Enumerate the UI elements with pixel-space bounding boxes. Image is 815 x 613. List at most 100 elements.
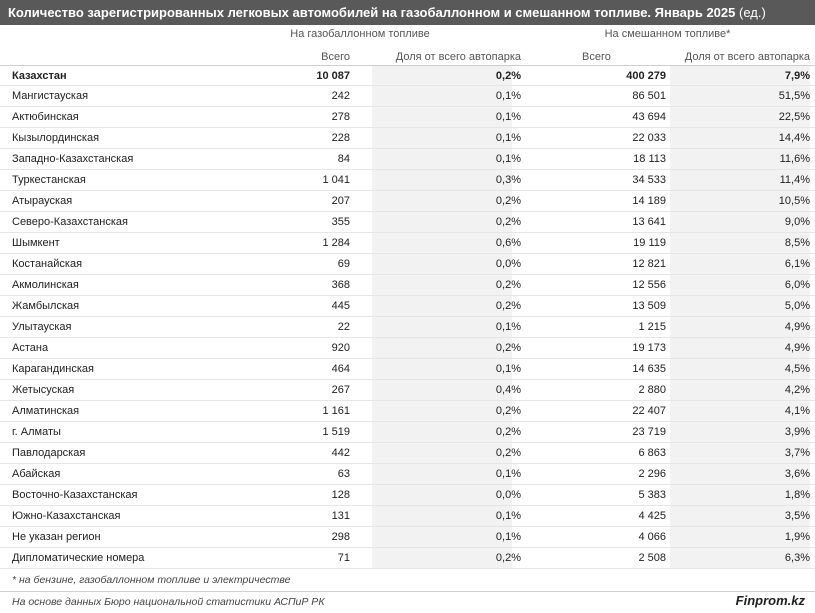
cell-mixed-share: 1,9% [784,531,810,543]
cell-gas-share: 0,2% [495,300,521,312]
table-row: Атырауская 207 0,2% 14 189 10,5% [0,191,815,212]
cell-mixed-total: 6 863 [638,447,666,459]
cell-mixed-total: 2 880 [638,384,666,396]
cell-region-name: Шымкент [12,237,60,249]
table-row: Шымкент 1 284 0,6% 19 119 8,5% [0,233,815,254]
cell-mixed-share: 4,9% [784,321,810,333]
cell-mixed-total: 5 383 [638,489,666,501]
cell-region-name: Костанайская [12,258,83,270]
cell-mixed-total: 13 509 [632,300,666,312]
cell-gas-share: 0,4% [495,384,521,396]
cell-region-name: Не указан регион [12,531,101,543]
cell-region-name: Дипломатические номера [12,552,145,564]
cell-mixed-total: 14 635 [632,363,666,375]
cell-gas-share: 0,1% [495,510,521,522]
cell-gas-share: 0,2% [495,405,521,417]
cell-region-name: г. Алматы [12,426,61,438]
cell-mixed-total: 4 425 [638,510,666,522]
cell-mixed-share: 14,4% [778,132,810,144]
cell-gas-share: 0,1% [495,531,521,543]
cell-gas-total: 267 [331,384,350,396]
cell-mixed-share: 11,4% [779,174,810,186]
source-note: На основе данных Бюро национальной стати… [12,596,325,608]
table-row-total: Казахстан 10 087 0,2% 400 279 7,9% [0,65,815,86]
cell-region-name: Абайская [12,468,61,480]
table-row: Актюбинская 278 0,1% 43 694 22,5% [0,107,815,128]
cell-mixed-share: 4,5% [784,363,810,375]
cell-mixed-total: 22 407 [632,405,666,417]
cell-gas-total: 1 284 [322,237,350,249]
cell-gas-total: 242 [331,90,350,102]
cell-region-name: Северо-Казахстанская [12,216,128,228]
cell-gas-total: 278 [331,111,350,123]
cell-gas-total: 1 041 [322,174,350,186]
cell-gas-total: 63 [337,468,350,480]
cell-mixed-total: 12 821 [632,258,666,270]
cell-mixed-share: 4,2% [784,384,810,396]
cell-mixed-total: 86 501 [632,90,666,102]
cell-mixed-share: 4,9% [784,342,810,354]
cell-mixed-share: 9,0% [784,216,810,228]
cell-region-name: Южно-Казахстанская [12,510,121,522]
cell-region-name: Жетысуская [12,384,75,396]
cell-mixed-total: 34 533 [632,174,666,186]
cell-mixed-total: 43 694 [632,111,666,123]
cell-mixed-total: 23 719 [632,426,666,438]
table-row: Алматинская 1 161 0,2% 22 407 4,1% [0,401,815,422]
column-header-gas-share: Доля от всего автопарка [395,51,521,63]
cell-mixed-share: 22,5% [778,111,810,123]
table-row: Карагандинская 464 0,1% 14 635 4,5% [0,359,815,380]
cell-gas-share: 0,1% [495,90,521,102]
cell-region-name: Атырауская [12,195,73,207]
cell-gas-total: 1 519 [322,426,350,438]
cell-mixed-share: 6,3% [784,552,810,564]
table-row: Костанайская 69 0,0% 12 821 6,1% [0,254,815,275]
cell-gas-total: 445 [331,300,350,312]
cell-gas-share: 0,2% [495,70,521,82]
cell-gas-total: 128 [331,489,350,501]
column-stripe-gas-share [372,65,512,569]
table-row: Жамбылская 445 0,2% 13 509 5,0% [0,296,815,317]
cell-mixed-share: 7,9% [784,70,810,82]
cell-region-name: Западно-Казахстанская [12,153,134,165]
table-row: Улытауская 22 0,1% 1 215 4,9% [0,317,815,338]
table-row: Павлодарская 442 0,2% 6 863 3,7% [0,443,815,464]
cell-gas-share: 0,2% [495,342,521,354]
cell-region-name: Казахстан [12,70,67,82]
cell-gas-share: 0,6% [495,237,521,249]
cell-gas-total: 22 [337,321,350,333]
column-header-mixed-share: Доля от всего автопарка [684,51,810,63]
cell-gas-total: 355 [331,216,350,228]
cell-gas-share: 0,2% [495,447,521,459]
table-row: Северо-Казахстанская 355 0,2% 13 641 9,0% [0,212,815,233]
cell-region-name: Жамбылская [12,300,80,312]
cell-mixed-share: 6,1% [784,258,810,270]
cell-region-name: Туркестанская [12,174,86,186]
cell-mixed-share: 8,5% [784,237,810,249]
cell-gas-share: 0,2% [495,552,521,564]
table-row: Южно-Казахстанская 131 0,1% 4 425 3,5% [0,506,815,527]
cell-gas-total: 228 [331,132,350,144]
cell-gas-share: 0,1% [495,468,521,480]
cell-region-name: Мангистауская [12,90,89,102]
cell-gas-share: 0,0% [495,258,521,270]
table-title-main: Количество зарегистрированных легковых а… [8,5,736,20]
table-row: Восточно-Казахстанская 128 0,0% 5 383 1,8% [0,485,815,506]
cell-gas-share: 0,0% [495,489,521,501]
cell-mixed-total: 2 296 [638,468,666,480]
cell-gas-share: 0,1% [495,132,521,144]
data-table: Казахстан 10 087 0,2% 400 279 7,9% Мангистаус… [0,65,815,569]
cell-mixed-share: 10,5% [778,195,810,207]
cell-region-name: Кызылординская [12,132,100,144]
cell-mixed-share: 11,6% [779,153,810,165]
footnote: * на бензине, газобаллонном топливе и эл… [12,574,291,586]
table-row: Не указан регион 298 0,1% 4 066 1,9% [0,527,815,548]
cell-mixed-total: 13 641 [632,216,666,228]
cell-region-name: Акмолинская [12,279,79,291]
cell-mixed-total: 18 113 [633,153,666,165]
cell-mixed-share: 3,5% [784,510,810,522]
cell-region-name: Восточно-Казахстанская [12,489,138,501]
table-row: Туркестанская 1 041 0,3% 34 533 11,4% [0,170,815,191]
cell-mixed-total: 400 279 [626,70,666,82]
group-header-mixed: На смешанном топливе* [604,28,731,40]
